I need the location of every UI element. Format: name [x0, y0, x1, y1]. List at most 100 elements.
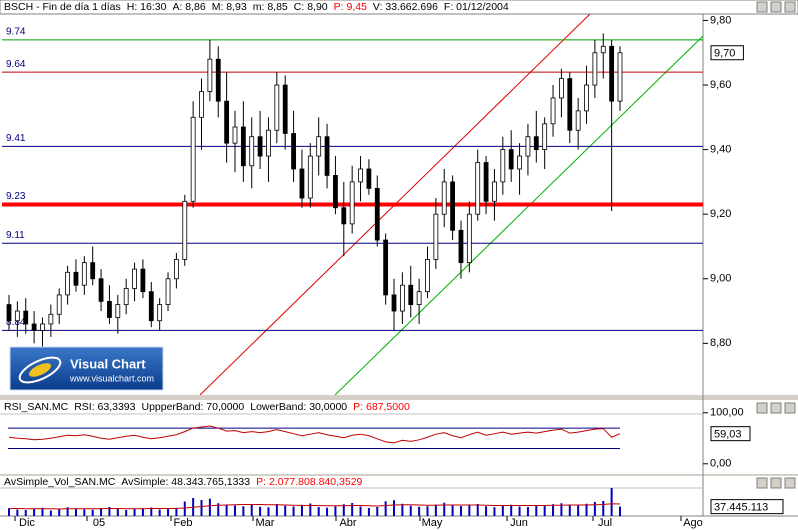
- volume-bar: [510, 504, 513, 516]
- candle-body: [14, 310, 20, 322]
- y-tick-label: 9,40: [710, 144, 731, 156]
- volume-bar: [267, 507, 270, 516]
- last-value: 9,70: [710, 45, 744, 61]
- volume-bar: [468, 505, 471, 516]
- volume-bar: [610, 488, 613, 516]
- candle-body: [6, 304, 12, 322]
- volume-bar: [485, 506, 488, 516]
- volume-bar: [167, 508, 170, 516]
- header-item: LowerBand: 30,0000: [250, 401, 347, 413]
- window-controls: [756, 1, 796, 489]
- candle-body: [584, 84, 589, 112]
- maximize-button[interactable]: [770, 1, 782, 13]
- candle-body: [483, 162, 489, 202]
- volume-bar: [100, 508, 103, 516]
- volume-bar: [577, 505, 580, 516]
- candle-body: [324, 136, 330, 176]
- candle-body: [182, 200, 188, 260]
- candle-body: [257, 136, 263, 157]
- candle-body: [190, 116, 196, 202]
- y-tick-label: 9,20: [710, 208, 731, 220]
- volume-bar: [275, 504, 278, 516]
- volume-bar: [309, 503, 312, 516]
- candle-body: [617, 52, 623, 102]
- logo: Visual Chart www.visualchart.com: [9, 346, 164, 391]
- header-item: RSI: 63,3393: [74, 401, 135, 413]
- x-tick-label: Ago: [683, 517, 703, 529]
- volume-bar: [24, 510, 27, 516]
- candle-body: [173, 258, 179, 280]
- close-button[interactable]: [784, 402, 796, 414]
- volume-bar: [418, 506, 421, 516]
- volume-bar: [476, 504, 479, 516]
- candle-body: [165, 278, 171, 305]
- maximize-button[interactable]: [770, 477, 782, 489]
- candle-body: [224, 100, 230, 144]
- candle-body: [291, 133, 296, 170]
- average-line: [9, 503, 621, 510]
- y-tick-label: 0,00: [710, 458, 731, 470]
- close-button[interactable]: [784, 477, 796, 489]
- volume-bar: [585, 503, 588, 516]
- volume-bar: [334, 506, 337, 516]
- candle-body: [374, 187, 380, 241]
- candle-body: [48, 313, 54, 325]
- candle-body: [550, 97, 556, 125]
- candle-body: [266, 129, 271, 157]
- volume-bar: [552, 504, 555, 516]
- candle-body: [240, 126, 246, 167]
- candle-body: [307, 155, 313, 199]
- minimize-button[interactable]: [756, 402, 768, 414]
- candle-body: [559, 78, 564, 99]
- volume-bar: [393, 500, 396, 516]
- header-item: BSCH - Fin de día 1 días: [4, 1, 121, 13]
- candle-body: [90, 262, 96, 280]
- level-label: 9.74: [6, 26, 26, 37]
- close-button[interactable]: [784, 1, 796, 13]
- volume-bar: [409, 505, 412, 516]
- minimize-button[interactable]: [756, 477, 768, 489]
- candle-body: [425, 258, 430, 293]
- candle-body: [274, 84, 280, 131]
- volume-bar: [376, 507, 379, 516]
- volume-bar: [141, 508, 144, 516]
- last-value-label: 59,03: [714, 429, 742, 441]
- panel-header: RSI_SAN.MC RSI: 63,3393 UppperBand: 70,000…: [4, 401, 410, 413]
- header-item: A: 8,86: [172, 1, 205, 13]
- volume-bar: [91, 509, 94, 516]
- level-label: 9.64: [6, 59, 26, 70]
- maximize-button[interactable]: [770, 402, 782, 414]
- volume-bar: [384, 501, 387, 516]
- volume-bar: [183, 501, 186, 516]
- x-tick-label: 05: [93, 517, 105, 529]
- volume-bar: [359, 506, 362, 516]
- volume-bar: [300, 504, 303, 516]
- volume-bar: [125, 510, 128, 516]
- volume-bar: [49, 510, 52, 516]
- marks: 9.74 9.64 9.41 9.23 9.11 8.84 BSCH - Fin de dí…: [2, 1, 784, 529]
- volume-bar: [526, 507, 529, 516]
- volume-bar: [326, 507, 329, 516]
- volume-bar: [242, 506, 245, 516]
- header-item: F: 01/12/2004: [444, 1, 509, 13]
- volume-bar: [351, 503, 354, 516]
- minimize-button[interactable]: [756, 1, 768, 13]
- volume-bar: [200, 500, 203, 516]
- candle-body: [391, 294, 397, 312]
- header-item: H: 16:30: [127, 1, 167, 13]
- candle-body: [592, 52, 598, 86]
- candle-body: [500, 149, 506, 183]
- logo-title: Visual Chart: [70, 356, 146, 371]
- level-label: 9.23: [6, 191, 26, 202]
- volume-bar: [259, 506, 262, 516]
- header-item: C: 8,90: [294, 1, 328, 13]
- candle-body: [115, 304, 121, 318]
- candle-body: [542, 123, 548, 151]
- volume-bar: [133, 509, 136, 516]
- last-value-box: [710, 45, 744, 61]
- volume-bar: [593, 502, 596, 516]
- candle-body: [441, 181, 447, 215]
- logo-icon: [18, 356, 62, 384]
- header-item: UppperBand: 70,0000: [141, 401, 244, 413]
